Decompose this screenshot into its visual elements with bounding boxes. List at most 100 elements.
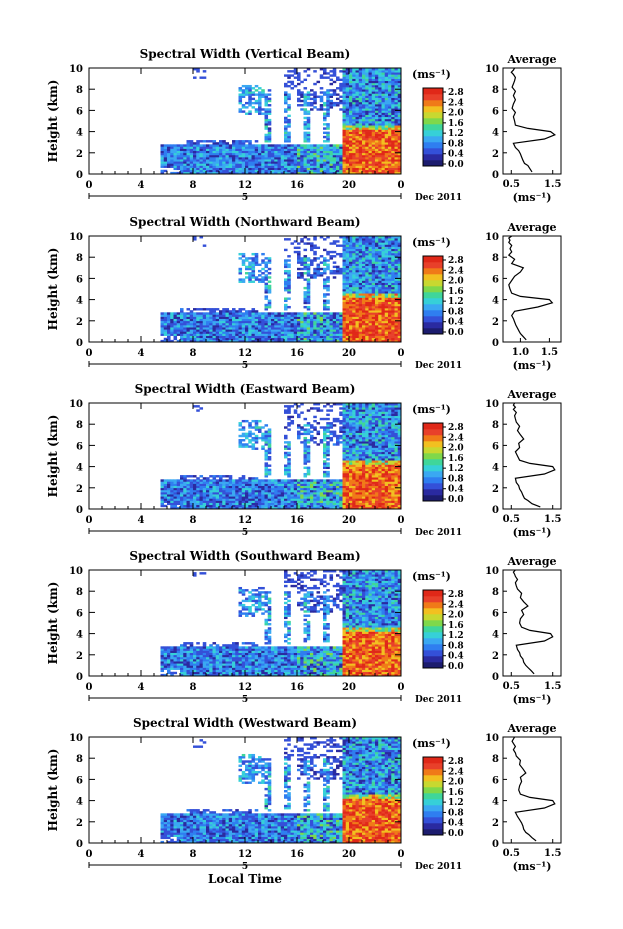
heatmap-cell bbox=[371, 265, 376, 269]
heatmap-cell bbox=[355, 289, 360, 292]
heatmap-cell bbox=[267, 163, 272, 166]
heatmap-cell bbox=[342, 80, 347, 84]
heatmap-cell bbox=[297, 274, 301, 277]
heatmap-cell bbox=[397, 312, 402, 315]
heatmap-cell bbox=[326, 154, 330, 158]
heatmap-cell bbox=[297, 93, 301, 96]
heatmap-cell bbox=[228, 314, 233, 317]
heatmap-cell bbox=[287, 118, 291, 122]
heatmap-cell bbox=[280, 498, 285, 501]
heatmap-cell bbox=[388, 131, 392, 135]
panel-title: Spectral Width (Vertical Beam) bbox=[140, 47, 351, 61]
heatmap-cell bbox=[329, 78, 334, 82]
heatmap-cell bbox=[329, 171, 334, 175]
heatmap-cell bbox=[209, 506, 213, 510]
heatmap-cell bbox=[352, 114, 356, 118]
heatmap-cell bbox=[323, 333, 327, 336]
heatmap-cell bbox=[284, 468, 288, 472]
heatmap-cell bbox=[274, 161, 278, 164]
heatmap-cell bbox=[362, 267, 366, 271]
heatmap-cell bbox=[245, 259, 249, 262]
heatmap-cell bbox=[391, 327, 395, 330]
heatmap-cell bbox=[267, 118, 272, 122]
heatmap-cell bbox=[355, 80, 360, 84]
heatmap-cell bbox=[248, 441, 252, 444]
heatmap-cell bbox=[238, 165, 243, 168]
heatmap-cell bbox=[251, 93, 256, 96]
heatmap-cell bbox=[209, 150, 213, 154]
heatmap-cell bbox=[167, 154, 171, 158]
heatmap-cell bbox=[254, 318, 259, 322]
heatmap-cell bbox=[388, 108, 392, 111]
heatmap-cell bbox=[219, 335, 223, 339]
heatmap-cell bbox=[358, 250, 363, 254]
heatmap-cell bbox=[238, 500, 243, 503]
heatmap-cell bbox=[381, 242, 386, 245]
heatmap-cell bbox=[274, 506, 278, 510]
heatmap-cell bbox=[362, 95, 366, 98]
heatmap-cell bbox=[219, 322, 223, 326]
heatmap-cell bbox=[267, 320, 272, 324]
heatmap-cell bbox=[394, 318, 399, 322]
heatmap-cell bbox=[342, 110, 347, 113]
heatmap-cell bbox=[391, 87, 395, 90]
heatmap-cell bbox=[394, 252, 399, 256]
heatmap-cell bbox=[235, 483, 239, 486]
heatmap-cell bbox=[264, 150, 269, 154]
heatmap-cell bbox=[232, 314, 236, 317]
heatmap-cell bbox=[362, 93, 366, 96]
colorbar-segment bbox=[423, 118, 443, 125]
heatmap-cell bbox=[303, 301, 308, 305]
heatmap-cell bbox=[261, 436, 265, 440]
heatmap-cell bbox=[167, 322, 171, 326]
heatmap-cell bbox=[284, 97, 288, 101]
heatmap-cell bbox=[189, 154, 194, 158]
heatmap-cell bbox=[215, 339, 220, 343]
heatmap-cell bbox=[241, 171, 246, 175]
heatmap-cell bbox=[180, 498, 184, 501]
heatmap-cell bbox=[358, 267, 363, 271]
heatmap-cell bbox=[326, 236, 330, 239]
heatmap-cell bbox=[248, 165, 252, 168]
heatmap-cell bbox=[238, 140, 243, 143]
heatmap-cell bbox=[258, 171, 262, 175]
heatmap-cell bbox=[310, 337, 314, 341]
heatmap-cell bbox=[196, 148, 200, 151]
heatmap-cell bbox=[345, 93, 350, 96]
heatmap-cell bbox=[362, 129, 366, 132]
heatmap-cell bbox=[264, 475, 269, 478]
heatmap-cell bbox=[388, 70, 392, 73]
heatmap-cell bbox=[232, 481, 236, 484]
heatmap-cell bbox=[378, 305, 382, 309]
heatmap-cell bbox=[329, 144, 334, 147]
heatmap-cell bbox=[241, 140, 246, 143]
heatmap-cell bbox=[306, 335, 311, 339]
x-tick-label: 4 bbox=[138, 180, 145, 191]
heatmap-cell bbox=[180, 329, 184, 332]
heatmap-cell bbox=[388, 129, 392, 132]
heatmap-cell bbox=[271, 333, 275, 336]
heatmap-cell bbox=[391, 157, 395, 160]
heatmap-cell bbox=[391, 333, 395, 336]
heatmap-cell bbox=[306, 112, 311, 115]
heatmap-cell bbox=[180, 163, 184, 166]
heatmap-cell bbox=[342, 299, 347, 303]
heatmap-cell bbox=[365, 333, 369, 336]
heatmap-cell bbox=[300, 272, 304, 275]
heatmap-cell bbox=[326, 299, 330, 303]
heatmap-cell bbox=[280, 479, 285, 482]
heatmap-cell bbox=[381, 314, 386, 317]
heatmap-cell bbox=[215, 337, 220, 341]
heatmap-cell bbox=[319, 148, 324, 151]
heatmap-cell bbox=[238, 443, 243, 446]
heatmap-cell bbox=[371, 248, 376, 252]
heatmap-cell bbox=[371, 112, 376, 115]
heatmap-cell bbox=[193, 157, 197, 160]
heatmap-cell bbox=[371, 157, 376, 160]
heatmap-cell bbox=[222, 320, 226, 324]
heatmap-cell bbox=[264, 108, 269, 111]
heatmap-cell bbox=[368, 248, 373, 252]
heatmap-cell bbox=[170, 498, 174, 501]
heatmap-cell bbox=[248, 322, 252, 326]
heatmap-cell bbox=[258, 165, 262, 168]
